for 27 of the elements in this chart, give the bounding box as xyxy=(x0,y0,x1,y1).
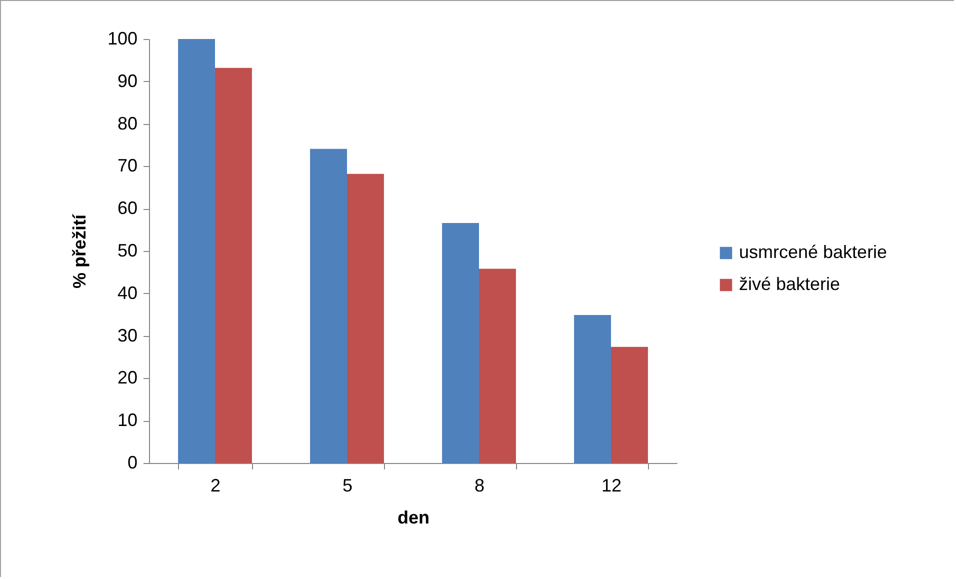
y-tick-label: 40 xyxy=(117,282,138,303)
bar xyxy=(215,68,252,463)
x-tick-label: 12 xyxy=(601,476,622,496)
legend-label: usmrcené bakterie xyxy=(739,242,888,262)
y-tick-label: 90 xyxy=(117,70,138,91)
x-tick-label: 8 xyxy=(474,476,485,496)
y-tick-label: 30 xyxy=(117,325,138,346)
bar xyxy=(574,315,611,463)
x-tick-label: 2 xyxy=(210,476,221,496)
bar xyxy=(442,223,479,463)
x-tick-label: 5 xyxy=(342,476,353,496)
bar xyxy=(611,346,648,463)
bar xyxy=(178,39,215,463)
y-tick-label: 20 xyxy=(117,368,138,388)
y-tick-label: 70 xyxy=(117,156,138,176)
y-tick-label: 60 xyxy=(117,198,138,218)
y-tick-label: 80 xyxy=(117,113,138,134)
y-tick-label: 10 xyxy=(117,410,138,430)
bar xyxy=(347,174,384,463)
y-tick-label: 0 xyxy=(127,452,138,472)
legend-label: živé bakterie xyxy=(739,274,840,294)
y-tick-label: 50 xyxy=(117,240,138,260)
bar xyxy=(310,148,347,463)
bar xyxy=(479,268,516,463)
y-tick-label: 100 xyxy=(107,28,138,48)
y-axis-title: % přežití xyxy=(69,213,90,289)
x-axis-title: den xyxy=(397,508,430,528)
